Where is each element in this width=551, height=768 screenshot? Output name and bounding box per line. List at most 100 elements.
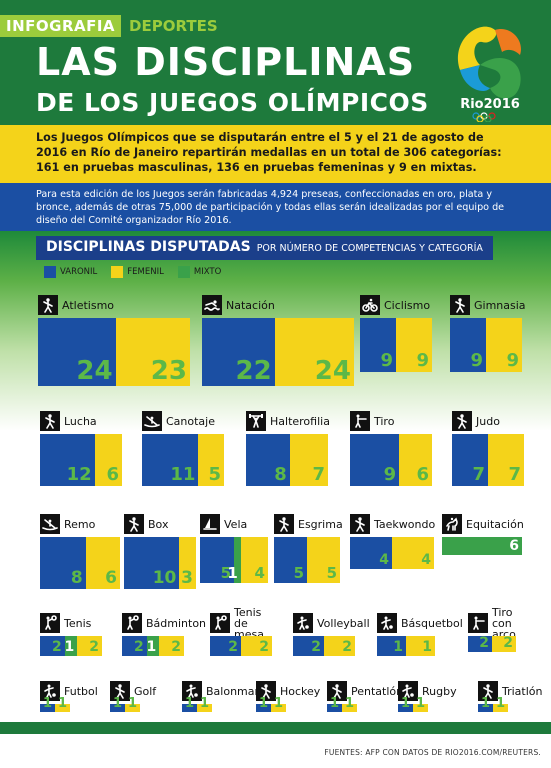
bar-value: 22 bbox=[235, 356, 272, 386]
bar-varonil: 9 bbox=[350, 434, 400, 486]
bar-mixto: 6 bbox=[442, 537, 522, 555]
sport-name: Remo bbox=[64, 517, 96, 531]
bar-varonil: 12 bbox=[40, 434, 95, 486]
bar-varonil: 5 bbox=[200, 537, 234, 583]
legend-item-mixto: MIXTO bbox=[177, 266, 221, 278]
volleyball-icon bbox=[293, 613, 313, 633]
bar-varonil: 9 bbox=[360, 318, 396, 372]
legend-item-femenil: FEMENIL bbox=[111, 266, 164, 278]
svg-text:Rio2016: Rio2016 bbox=[460, 97, 520, 112]
shooting-icon bbox=[350, 411, 370, 431]
bar-value: 8 bbox=[70, 568, 83, 588]
sport-name: Tenis bbox=[64, 616, 92, 630]
brand-section: DEPORTES bbox=[129, 17, 218, 35]
bar-femenil: 2 bbox=[159, 636, 184, 656]
details-text: Para esta edición de los Juegos serán fa… bbox=[36, 189, 505, 226]
sport-bars: 24 23 bbox=[38, 318, 190, 386]
bar-value: 9 bbox=[380, 350, 393, 371]
bar-varonil: 4 bbox=[350, 537, 392, 569]
bar-value: 6 bbox=[416, 464, 429, 485]
sport-name: Equitación bbox=[466, 517, 524, 531]
footer-stripe bbox=[0, 722, 551, 734]
bar-value: 1 bbox=[329, 696, 339, 711]
bar-femenil: 6 bbox=[94, 434, 122, 486]
bar-value: 9 bbox=[416, 350, 429, 371]
bar-femenil: 6 bbox=[399, 434, 432, 486]
tennis-icon bbox=[40, 613, 60, 633]
bar-value: 7 bbox=[508, 464, 521, 485]
bar-value: 11 bbox=[170, 464, 196, 485]
bar-value: 1 bbox=[422, 639, 432, 655]
football-icon bbox=[40, 681, 60, 701]
details-panel: Para esta edición de los Juegos serán fa… bbox=[0, 183, 551, 231]
brand-bar: INFOGRAFIA DEPORTES bbox=[0, 14, 226, 38]
sport-bars: 10 3 bbox=[124, 537, 196, 589]
canoeing-icon bbox=[142, 411, 162, 431]
legend-label: VARONIL bbox=[60, 267, 98, 277]
bar-femenil: 24 bbox=[274, 318, 354, 386]
sport-header: Triatlón bbox=[478, 680, 543, 702]
sport-name: Ciclismo bbox=[384, 298, 431, 312]
bar-mixto: 1 bbox=[227, 537, 241, 583]
pentathlon-icon bbox=[327, 681, 347, 701]
bar-varonil: 2 bbox=[210, 636, 241, 656]
sport-header: Bádminton bbox=[122, 612, 206, 634]
sport-name: Tiro con arco bbox=[492, 605, 516, 641]
bar-femenil: 1 bbox=[406, 636, 435, 656]
bar-femenil: 5 bbox=[198, 434, 224, 486]
bar-value: 1 bbox=[199, 696, 209, 711]
bar-varonil: 5 bbox=[274, 537, 307, 583]
athletics-icon bbox=[38, 295, 58, 315]
legend-swatch bbox=[111, 266, 124, 278]
bar-value: 3 bbox=[181, 568, 193, 588]
bar-femenil: 4 bbox=[392, 537, 434, 569]
bar-value: 2 bbox=[89, 639, 99, 655]
bar-varonil: 2 bbox=[293, 636, 324, 656]
header: INFOGRAFIA DEPORTES LAS DISCIPLINAS DE L… bbox=[0, 0, 551, 125]
bar-femenil: 2 bbox=[77, 636, 102, 656]
bar-varonil: 2 bbox=[468, 636, 492, 652]
rugby-icon bbox=[398, 681, 418, 701]
bar-value: 1 bbox=[57, 696, 67, 711]
section-title-sub: POR NÚMERO DE COMPETENCIAS Y CATEGORÍA bbox=[256, 243, 483, 254]
sport-name: Básquetbol bbox=[401, 616, 463, 630]
sport-name: Lucha bbox=[64, 414, 97, 428]
bar-femenil: 1 bbox=[197, 697, 212, 712]
bar-femenil: 3 bbox=[179, 537, 196, 589]
bar-value: 1 bbox=[112, 696, 122, 711]
sport-name: Golf bbox=[134, 684, 157, 698]
bar-value: 2 bbox=[342, 639, 352, 655]
bar-value: 1 bbox=[227, 564, 238, 582]
bar-value: 6 bbox=[105, 568, 117, 588]
legend-swatch bbox=[44, 266, 56, 278]
wrestling-icon bbox=[40, 411, 60, 431]
bar-value: 7 bbox=[312, 464, 325, 485]
bar-varonil: 24 bbox=[38, 318, 116, 386]
bar-value: 2 bbox=[171, 639, 181, 655]
bar-varonil: 1 bbox=[327, 697, 342, 712]
sport-header: Gimnasia bbox=[450, 294, 526, 316]
bar-varonil: 1 bbox=[40, 697, 55, 712]
bar-value: 1 bbox=[273, 696, 283, 711]
bar-varonil: 1 bbox=[398, 697, 413, 712]
hockey-icon bbox=[256, 681, 276, 701]
badminton-icon bbox=[122, 613, 142, 633]
bar-value: 1 bbox=[64, 639, 75, 655]
bar-value: 4 bbox=[421, 552, 431, 568]
bar-femenil: 5 bbox=[307, 537, 340, 583]
bar-varonil: 7 bbox=[452, 434, 488, 486]
bar-femenil: 4 bbox=[240, 537, 268, 583]
sport-name: Rugby bbox=[422, 684, 457, 698]
source-note: FUENTES: AFP CON DATOS DE RIO2016.COM/RE… bbox=[324, 748, 541, 757]
bar-value: 1 bbox=[415, 696, 425, 711]
section-title-main: DISCIPLINAS DISPUTADAS bbox=[46, 239, 251, 255]
sport-bars: 12 6 bbox=[40, 434, 122, 486]
